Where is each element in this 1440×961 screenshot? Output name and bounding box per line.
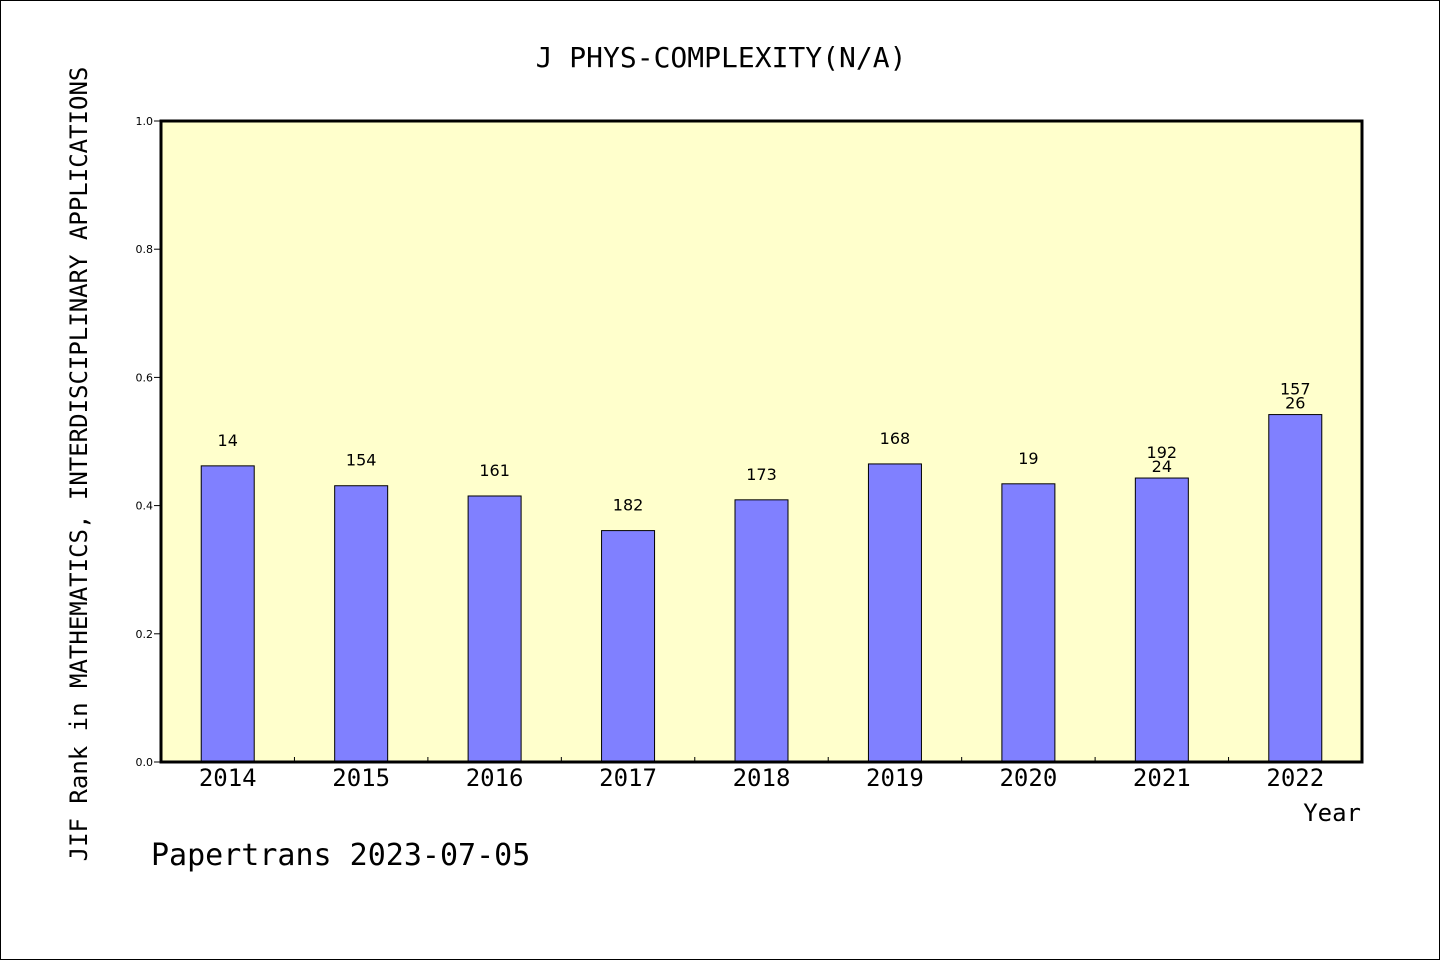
bar-data-label: 173 — [746, 465, 777, 484]
bar-2020 — [1001, 483, 1056, 763]
bar-2017 — [601, 530, 656, 763]
y-axis: 0.0 0.2 0.4 0.6 0.8 1.0 — [136, 115, 161, 769]
footer-text: Papertrans 2023-07-05 — [151, 838, 530, 873]
y-tick-label: 0.8 — [136, 243, 154, 256]
bar-2019 — [867, 463, 922, 763]
x-tick-label: 2016 — [466, 764, 524, 792]
x-tick-label: 2017 — [599, 764, 657, 792]
bar-data-label: 154 — [346, 451, 377, 470]
bar-2022 — [1268, 414, 1323, 763]
y-tick-label: 0.6 — [136, 371, 154, 384]
bar-data-label: 14 — [218, 431, 238, 450]
bar-2016 — [467, 495, 522, 763]
plot-border — [159, 119, 1364, 764]
x-tick-label: 2021 — [1133, 764, 1191, 792]
y-tick-label: 1.0 — [136, 115, 154, 128]
bar-2015 — [334, 485, 389, 763]
bar-2021 — [1134, 477, 1189, 763]
x-tick-label: 2018 — [733, 764, 791, 792]
y-axis-label: JIF Rank in MATHEMATICS, INTERDISCIPLINA… — [65, 67, 93, 862]
bars-group — [200, 414, 1323, 763]
y-tick-label: 0.4 — [136, 500, 154, 513]
bar-data-label: 168 — [880, 429, 911, 448]
bar-data-label: 19 — [1018, 449, 1038, 468]
bar-2018 — [734, 499, 789, 763]
chart-title: J PHYS-COMPLEXITY(N/A) — [536, 41, 907, 74]
bar-data-label: 161 — [479, 461, 510, 480]
x-tick-label: 2015 — [332, 764, 390, 792]
bar-labels-group: 14 154 161 182 173 168 19 192 24 157 26 — [218, 380, 1311, 515]
bar-data-label: 182 — [613, 496, 644, 515]
x-tick-label: 2014 — [199, 764, 257, 792]
bar-data-label: 157 26 — [1280, 380, 1311, 413]
x-tick-label: 2019 — [866, 764, 924, 792]
y-tick-label: 0.2 — [136, 628, 154, 641]
bar-2014 — [200, 465, 255, 763]
x-axis: 2014 2015 2016 2017 2018 2019 2020 2021 2022 — [199, 757, 1324, 792]
bar-data-label: 192 24 — [1147, 443, 1178, 476]
x-tick-label: 2022 — [1266, 764, 1324, 792]
x-tick-label: 2020 — [999, 764, 1057, 792]
x-axis-label: Year — [1303, 799, 1361, 827]
y-tick-label: 0.0 — [136, 756, 154, 769]
